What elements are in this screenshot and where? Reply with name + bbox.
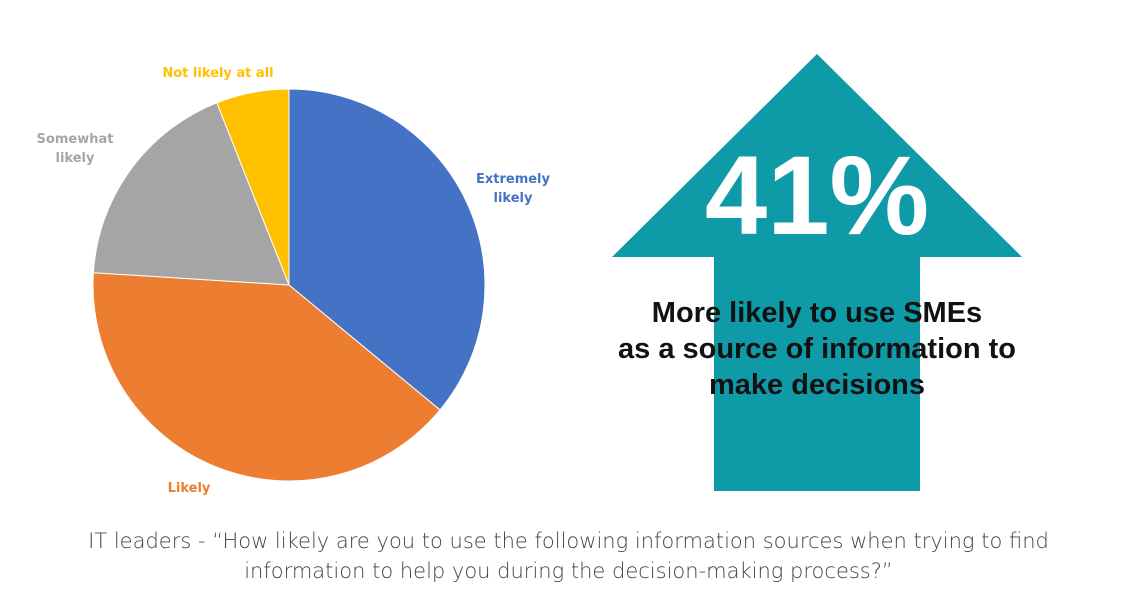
pie-label-line: Not likely at all [162, 66, 273, 81]
pie-label-line: likely [494, 191, 533, 206]
pie-slice-extremely-likely [288, 88, 486, 411]
pie-label-line: likely [56, 151, 95, 166]
stat-caption-line: More likely to use SMEs [651, 297, 983, 329]
pie-slice-somewhat-likely [92, 102, 290, 286]
pie-slice-likely [92, 272, 441, 482]
pie-labels: Extremely likely Likely Somewhat likely Not l… [37, 66, 551, 496]
survey-question-line: IT leaders - “How likely are you to use … [88, 529, 1049, 553]
pie-label-extremely-likely: Extremely likely [476, 172, 551, 206]
pie-label-line: Extremely [476, 172, 551, 187]
stat-caption-line: make decisions [709, 368, 925, 401]
stat-caption: More likely to use SMEs as a source of i… [560, 296, 1074, 404]
pie-label-line: Likely [168, 481, 211, 496]
pie-label-line: Somewhat [37, 132, 114, 147]
survey-question-line: information to help you during the decis… [244, 559, 893, 584]
pie-slice-not-likely-at-all [216, 88, 290, 286]
pie-label-likely: Likely [168, 481, 211, 496]
up-arrow-icon [612, 54, 1022, 491]
pie-label-somewhat-likely: Somewhat likely [37, 132, 114, 166]
survey-question: IT leaders - “How likely are you to use … [0, 526, 1137, 587]
pie-slices [92, 88, 486, 482]
pie-label-not-likely-at-all: Not likely at all [162, 66, 273, 81]
pie-chart: Extremely likely Likely Somewhat likely Not l… [37, 66, 551, 496]
stat-value: 41% [704, 133, 930, 258]
stat-caption-line: as a source of information to [618, 332, 1016, 365]
